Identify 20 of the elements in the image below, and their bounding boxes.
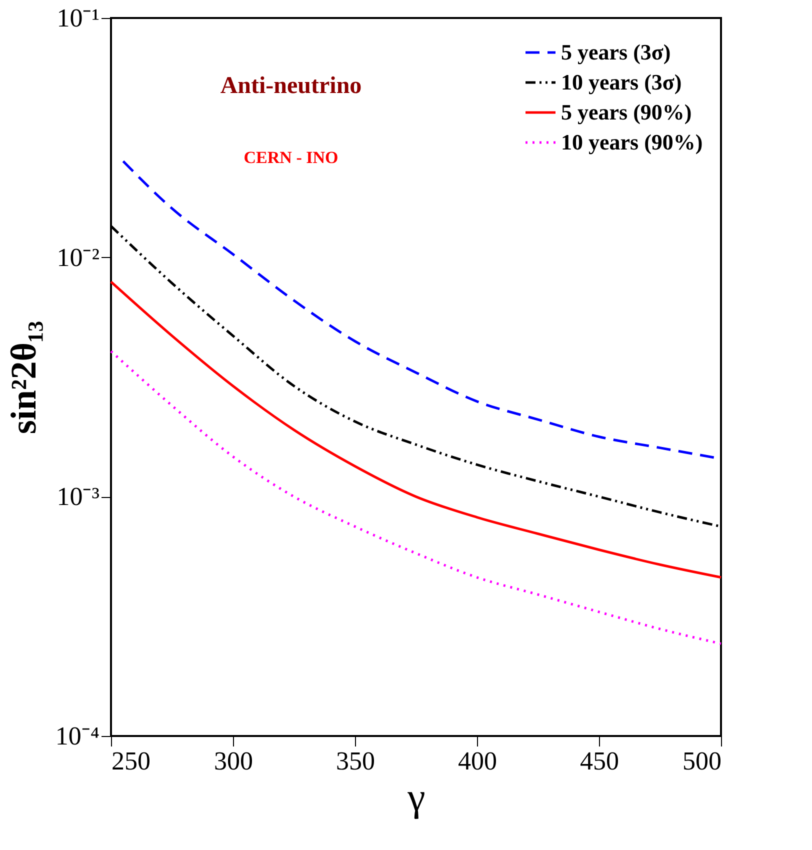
y-axis-title: sin²2θ₁₃ [3,320,44,434]
legend-label: 5 years (90%) [561,100,692,124]
x-tick-label: 500 [682,746,722,776]
x-tick-label: 250 [112,746,150,776]
y-tick-label: 10⁻² [56,242,100,272]
line-series [110,280,722,579]
x-tick-label: 450 [580,746,619,776]
legend-label: 10 years (3σ) [561,70,682,94]
y-tick-label: 10⁻⁴ [55,722,100,750]
x-tick-label: 300 [214,746,253,776]
y-tick-label: 10⁻¹ [56,4,100,32]
x-tick-label: 400 [458,746,497,776]
annotation: Anti-neutrino [220,73,362,99]
annotation: CERN - INO [244,148,338,167]
x-tick-label: 350 [336,746,375,776]
y-tick-label: 10⁻³ [56,482,100,512]
line-series [110,350,722,645]
x-axis-title: γ [406,774,426,820]
legend-label: 5 years (3σ) [561,40,671,64]
legend-label: 10 years (90%) [561,130,703,154]
